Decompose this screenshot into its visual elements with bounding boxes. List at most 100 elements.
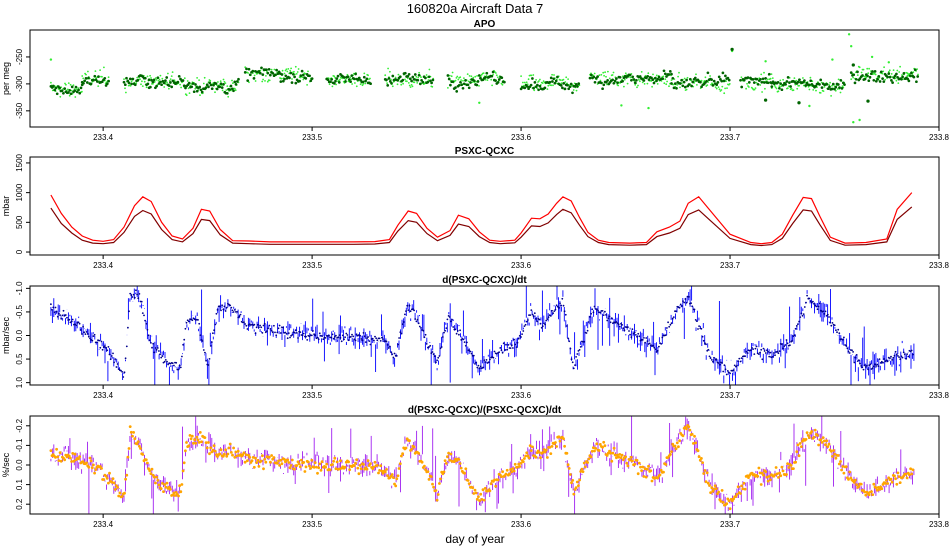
data-point xyxy=(559,84,563,87)
data-point xyxy=(258,326,260,329)
data-point xyxy=(167,84,171,87)
data-point xyxy=(232,446,236,450)
data-point xyxy=(630,336,633,338)
data-point xyxy=(604,310,606,313)
data-point xyxy=(383,470,387,474)
data-point xyxy=(829,321,831,324)
data-point xyxy=(194,87,197,90)
data-point xyxy=(597,309,599,312)
data-point xyxy=(167,485,171,489)
data-point xyxy=(817,305,820,308)
data-point xyxy=(626,464,630,468)
data-point xyxy=(469,350,472,353)
data-point xyxy=(808,88,811,91)
data-point xyxy=(639,80,641,83)
data-point xyxy=(628,458,632,462)
data-point xyxy=(672,83,675,86)
data-point xyxy=(435,498,439,502)
data-point xyxy=(247,72,250,74)
data-point xyxy=(544,323,546,326)
data-point xyxy=(418,71,420,74)
data-point xyxy=(171,362,174,365)
data-point xyxy=(774,466,778,469)
data-point xyxy=(905,476,909,480)
data-point xyxy=(533,81,537,84)
data-point xyxy=(518,465,522,468)
data-point xyxy=(502,342,505,345)
data-point xyxy=(141,80,143,83)
data-point xyxy=(127,81,131,85)
data-point xyxy=(620,322,622,325)
data-point xyxy=(776,80,780,84)
data-point xyxy=(306,460,310,464)
data-point xyxy=(743,487,747,491)
data-point xyxy=(228,442,232,446)
data-point xyxy=(398,462,402,466)
data-point xyxy=(710,78,713,81)
data-point xyxy=(75,88,78,91)
data-point xyxy=(901,74,903,76)
data-point xyxy=(722,370,725,373)
data-point-outlier xyxy=(851,63,855,67)
data-point xyxy=(390,81,393,85)
data-point xyxy=(538,318,541,321)
data-point xyxy=(553,310,556,312)
data-point xyxy=(606,83,608,86)
data-point xyxy=(874,79,878,83)
data-point xyxy=(211,448,215,452)
data-point xyxy=(81,333,83,335)
data-point xyxy=(779,82,782,85)
data-point xyxy=(186,319,189,322)
data-point xyxy=(685,301,688,304)
data-point xyxy=(305,335,307,338)
data-point xyxy=(895,72,898,76)
data-point xyxy=(348,468,352,471)
y-tick-label: 0.2 xyxy=(15,498,24,510)
data-point xyxy=(554,308,557,311)
data-point xyxy=(890,73,893,75)
data-point xyxy=(220,86,224,89)
data-point xyxy=(527,78,530,81)
data-point xyxy=(820,86,824,89)
data-point xyxy=(289,69,292,72)
data-point xyxy=(819,438,823,442)
data-point xyxy=(626,82,629,85)
data-point xyxy=(200,90,204,94)
data-point xyxy=(457,78,460,81)
data-point xyxy=(809,300,812,302)
data-point xyxy=(117,494,121,498)
data-point xyxy=(115,366,118,368)
data-point xyxy=(598,74,601,77)
data-point xyxy=(716,81,720,84)
panel-title: d(PSXC-QCXC)/(PSXC-QCXC)/dt xyxy=(408,405,562,416)
data-point xyxy=(523,84,525,87)
data-point xyxy=(688,77,692,81)
data-point xyxy=(253,74,256,77)
data-point xyxy=(633,462,637,466)
data-point xyxy=(136,78,140,82)
data-point xyxy=(451,71,454,74)
data-point xyxy=(779,474,783,478)
data-point xyxy=(387,347,390,349)
data-point xyxy=(466,341,468,344)
data-point xyxy=(530,309,533,311)
data-point xyxy=(207,85,210,89)
data-point xyxy=(643,467,647,471)
data-point xyxy=(203,436,207,439)
data-point xyxy=(819,78,823,82)
data-point xyxy=(578,349,581,351)
data-point xyxy=(495,72,497,74)
data-point xyxy=(347,460,350,464)
data-point xyxy=(425,343,428,345)
data-point xyxy=(268,324,271,327)
data-point xyxy=(841,338,844,341)
data-point xyxy=(867,72,870,75)
data-point xyxy=(150,467,154,471)
data-point xyxy=(863,490,866,494)
data-point-outlier xyxy=(808,104,811,108)
y-tick-label: 1000 xyxy=(15,183,24,201)
data-point xyxy=(759,351,761,354)
data-point xyxy=(330,77,334,81)
data-point xyxy=(758,353,760,355)
data-point xyxy=(96,341,98,344)
